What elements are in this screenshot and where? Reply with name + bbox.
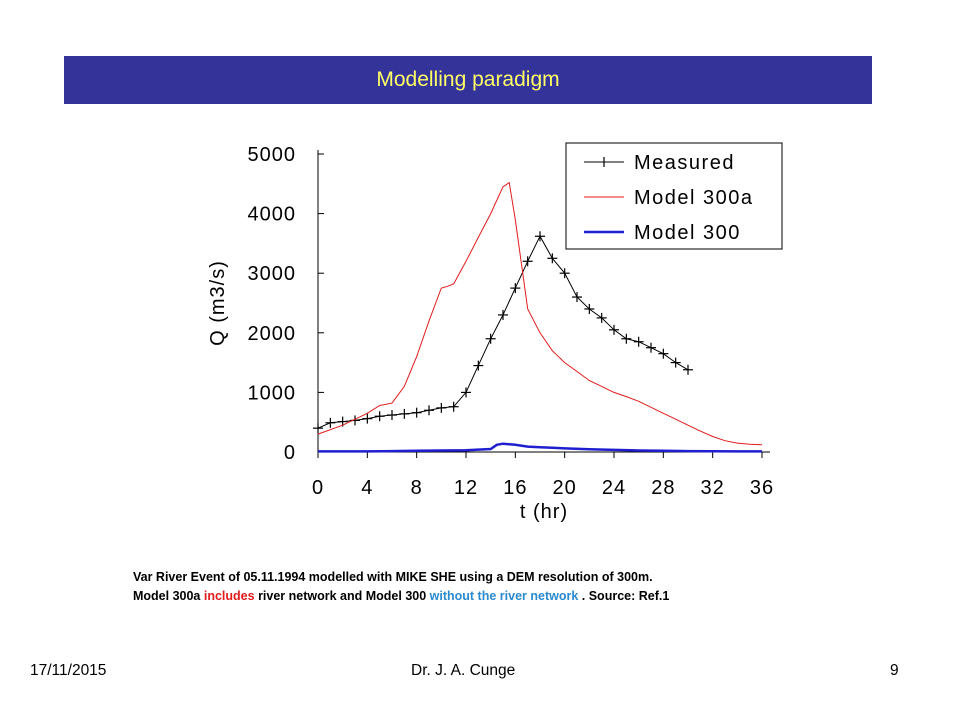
measured-point-marker	[498, 309, 508, 320]
y-axis-label: Q (m3/s)	[207, 260, 229, 346]
measured-point-marker	[658, 348, 669, 359]
measured-point-marker	[424, 405, 434, 416]
y-tick-label: 5000	[248, 144, 297, 166]
footer-author: Dr. J. A. Cunge	[411, 662, 516, 679]
x-tick-label: 8	[411, 477, 423, 499]
x-tick-label: 20	[553, 477, 577, 499]
measured-point-marker	[535, 231, 545, 242]
measured-point-marker	[313, 423, 323, 434]
y-tick-label: 3000	[248, 263, 297, 285]
x-tick-label: 36	[750, 477, 774, 499]
measured-point-marker	[485, 333, 496, 344]
measured-point-marker	[572, 292, 582, 303]
y-tick-label: 1000	[248, 382, 297, 404]
caption-source: . Source: Ref.1	[578, 589, 670, 603]
slide-title-bar: Modelling paradigm	[64, 56, 872, 104]
measured-point-marker	[362, 413, 373, 424]
measured-point-marker	[584, 303, 595, 314]
y-tick-label: 4000	[248, 204, 297, 226]
measured-point-marker	[670, 357, 681, 368]
series-line-model-300a	[317, 181, 763, 446]
measured-point-marker	[374, 411, 385, 422]
measured-point-marker	[448, 401, 459, 412]
x-tick-label: 32	[701, 477, 725, 499]
measured-point-marker	[547, 253, 558, 264]
measured-point-marker	[325, 417, 336, 428]
x-tick-label: 0	[312, 477, 324, 499]
series-line-model-300	[318, 442, 762, 453]
legend-label: Model 300	[634, 222, 741, 244]
measured-point-marker	[559, 268, 570, 279]
x-tick-label: 12	[454, 477, 478, 499]
x-tick-label: 28	[651, 477, 675, 499]
footer-page-number: 9	[890, 662, 899, 679]
x-tick-label: 4	[361, 477, 373, 499]
x-tick-label: 24	[602, 477, 626, 499]
footer-date: 17/11/2015	[30, 662, 107, 679]
measured-point-marker	[646, 342, 656, 353]
measured-point-marker	[621, 333, 632, 344]
caption-line-1: Var River Event of 05.11.1994 modelled w…	[133, 570, 653, 584]
caption-text: Model 300a	[133, 589, 204, 603]
measured-point-marker	[473, 360, 484, 371]
caption-text: river network and Model 300	[254, 589, 430, 603]
caption-includes-highlight: includes	[203, 589, 255, 603]
legend-label: Model 300a	[634, 187, 754, 209]
discharge-chart: 0 1000 2000 3000 4000 5000 0 4 8 12 16 20 24 28 32 36 t …	[207, 142, 783, 523]
measured-point-marker	[461, 387, 471, 398]
legend-label: Measured	[634, 152, 735, 174]
measured-point-marker	[609, 324, 619, 335]
measured-point-marker	[633, 336, 644, 347]
measured-point-marker	[522, 256, 533, 267]
y-tick-label: 0	[284, 442, 296, 464]
caption-line-2: Model 300a includes river network and Mo…	[133, 587, 853, 606]
figure-caption: Var River Event of 05.11.1994 modelled w…	[133, 568, 853, 606]
y-tick-label: 2000	[248, 323, 297, 345]
measured-point-marker	[399, 408, 410, 419]
measured-point-marker	[683, 364, 693, 375]
x-tick-label: 16	[503, 477, 527, 499]
caption-without-highlight: without the river network	[429, 589, 579, 603]
x-axis-label: t (hr)	[520, 501, 568, 523]
measured-point-marker	[436, 402, 447, 413]
slide-title: Modelling paradigm	[376, 68, 560, 91]
measured-point-marker	[596, 312, 607, 323]
measured-point-marker	[387, 410, 397, 421]
measured-point-marker	[510, 283, 521, 294]
measured-point-marker	[411, 407, 422, 418]
